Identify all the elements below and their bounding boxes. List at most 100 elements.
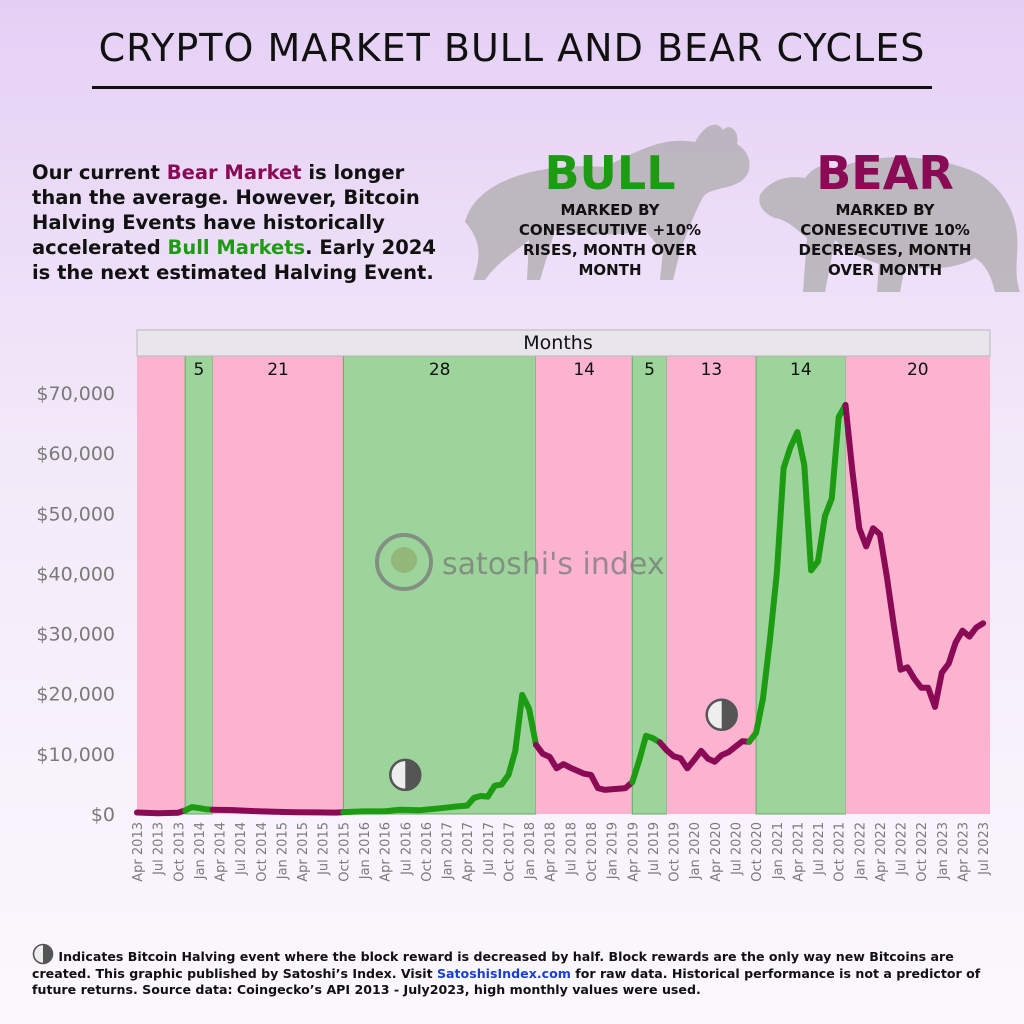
x-tick-label: Jan 2020 (688, 822, 703, 880)
x-tick-label: Oct 2013 (172, 822, 187, 882)
period-band-bear (212, 356, 344, 814)
bull-word: BULL (544, 146, 676, 200)
period-month-count: 5 (644, 360, 655, 380)
halving-marker-half (405, 759, 421, 790)
bear-price-line (842, 402, 987, 710)
period-month-count: 14 (790, 360, 812, 380)
watermark-logo-inner (391, 547, 417, 573)
x-tick-label: Jan 2021 (771, 822, 786, 880)
bull-price-line (340, 691, 539, 816)
x-tick-label: Jan 2017 (441, 822, 456, 880)
period-band-bear (845, 356, 990, 814)
bull-legend: BULL MARKED BY CONESECUTIVE +10% RISES, … (500, 148, 720, 280)
x-tick-label: Oct 2020 (750, 822, 765, 882)
intro-text-1: Our current (32, 161, 167, 184)
x-tick-label: Oct 2022 (915, 822, 930, 882)
x-tick-label: Apr 2023 (956, 822, 971, 882)
period-band-bull (342, 355, 537, 815)
halving-icon (32, 943, 54, 965)
bull-price-line (629, 732, 663, 786)
x-tick-label: Apr 2016 (379, 822, 394, 882)
halving-marker-icon (389, 758, 422, 792)
x-tick-label: Oct 2018 (585, 822, 600, 882)
x-tick-label: Jan 2023 (936, 822, 951, 880)
x-tick-label: Apr 2017 (461, 822, 476, 882)
y-tick-label: $50,000 (36, 503, 115, 525)
price-chart: 5 21 28 14 5 13 14 20 Months satoshi's index $0… (36, 329, 992, 882)
x-tick-label: Jul 2021 (812, 822, 827, 876)
bear-legend: BEAR MARKED BY CONESECUTIVE 10% DECREASE… (780, 148, 990, 280)
x-tick-label: Oct 2016 (420, 822, 435, 882)
period-band-bear (137, 356, 186, 814)
footer-text-1: Indicates Bitcoin Halving event where th… (32, 949, 954, 981)
y-tick-label: $20,000 (36, 684, 115, 706)
period-band-bull (184, 355, 214, 815)
months-header-bar (136, 329, 991, 357)
x-tick-label: Oct 2019 (668, 822, 683, 882)
watermark: satoshi's index (375, 533, 665, 591)
x-tick-label: Jul 2023 (977, 822, 992, 876)
bear-description: MARKED BY CONESECUTIVE 10% DECREASES, MO… (798, 201, 972, 279)
x-tick-label: Jul 2018 (564, 822, 579, 876)
intro-text-3: . Early 2024 is the next estimated Halvi… (32, 236, 436, 284)
bear-word: BEAR (816, 146, 954, 200)
x-tick-label: Apr 2015 (296, 822, 311, 882)
x-tick-label: Jan 2014 (193, 822, 208, 880)
watermark-logo-icon (375, 533, 433, 591)
title-underline (92, 86, 932, 89)
bear-price-line (134, 807, 189, 817)
intro-text-2: is longer than the average. However, Bit… (32, 161, 420, 259)
period-band-bear (535, 356, 633, 814)
x-tick-label: Apr 2018 (544, 822, 559, 882)
x-tick-label: Oct 2015 (337, 822, 352, 882)
x-tick-label: Apr 2013 (131, 822, 146, 882)
x-tick-label: Jul 2016 (399, 822, 414, 876)
x-tick-label: Oct 2014 (255, 822, 270, 882)
bear-silhouette-icon (759, 157, 1020, 292)
x-tick-label: Jul 2014 (234, 822, 249, 876)
x-tick-label: Oct 2021 (833, 822, 848, 882)
y-tick-label: $0 (91, 804, 115, 826)
bull-price-line (746, 402, 849, 745)
x-tick-label: Oct 2017 (502, 822, 517, 882)
bull-description: MARKED BY CONESECUTIVE +10% RISES, MONTH… (518, 201, 702, 279)
x-tick-label: Apr 2014 (214, 822, 229, 882)
intro-paragraph: Our current Bear Market is longer than t… (32, 160, 452, 285)
period-month-count: 21 (267, 360, 289, 380)
x-tick-label: Jul 2015 (317, 822, 332, 876)
bear-market-term: Bear Market (166, 161, 302, 184)
halving-marker-icon (705, 698, 738, 732)
bull-price-line (182, 804, 216, 814)
y-tick-label: $10,000 (36, 744, 115, 766)
x-tick-label: Jan 2022 (853, 822, 868, 880)
x-tick-label: Jan 2016 (358, 822, 373, 880)
footer-text-2: for raw data. Historical performance is … (32, 965, 981, 998)
period-month-count: 14 (573, 360, 595, 380)
x-tick-label: Apr 2019 (626, 822, 641, 882)
footer-link[interactable]: SatoshisIndex.com (436, 965, 571, 981)
x-tick-label: Apr 2021 (791, 822, 806, 882)
x-tick-label: Jul 2022 (895, 822, 910, 876)
period-month-count: 28 (429, 360, 451, 380)
bear-price-line (533, 741, 636, 793)
footer-note: Indicates Bitcoin Halving event where th… (32, 943, 1002, 999)
watermark-text: satoshi's index (442, 547, 665, 582)
x-tick-label: Jan 2018 (523, 822, 538, 880)
y-tick-label: $70,000 (36, 383, 115, 405)
months-header-label: Months (523, 332, 592, 354)
y-tick-label: $40,000 (36, 563, 115, 585)
x-tick-label: Apr 2020 (709, 822, 724, 882)
x-tick-label: Jul 2019 (647, 822, 662, 876)
x-tick-label: Jan 2019 (606, 822, 621, 880)
x-tick-label: Jul 2020 (729, 822, 744, 876)
x-tick-label: Apr 2022 (874, 822, 889, 882)
halving-marker-half (721, 699, 737, 730)
period-band-bear (666, 356, 757, 814)
period-month-count: 5 (193, 360, 204, 380)
y-tick-label: $30,000 (36, 624, 115, 646)
period-month-count: 20 (907, 360, 929, 380)
bear-price-line (209, 806, 347, 816)
bull-market-term: Bull Markets (167, 236, 306, 259)
page-title: CRYPTO MARKET BULL AND BEAR CYCLES (98, 26, 926, 70)
x-tick-label: Jul 2013 (152, 822, 167, 876)
